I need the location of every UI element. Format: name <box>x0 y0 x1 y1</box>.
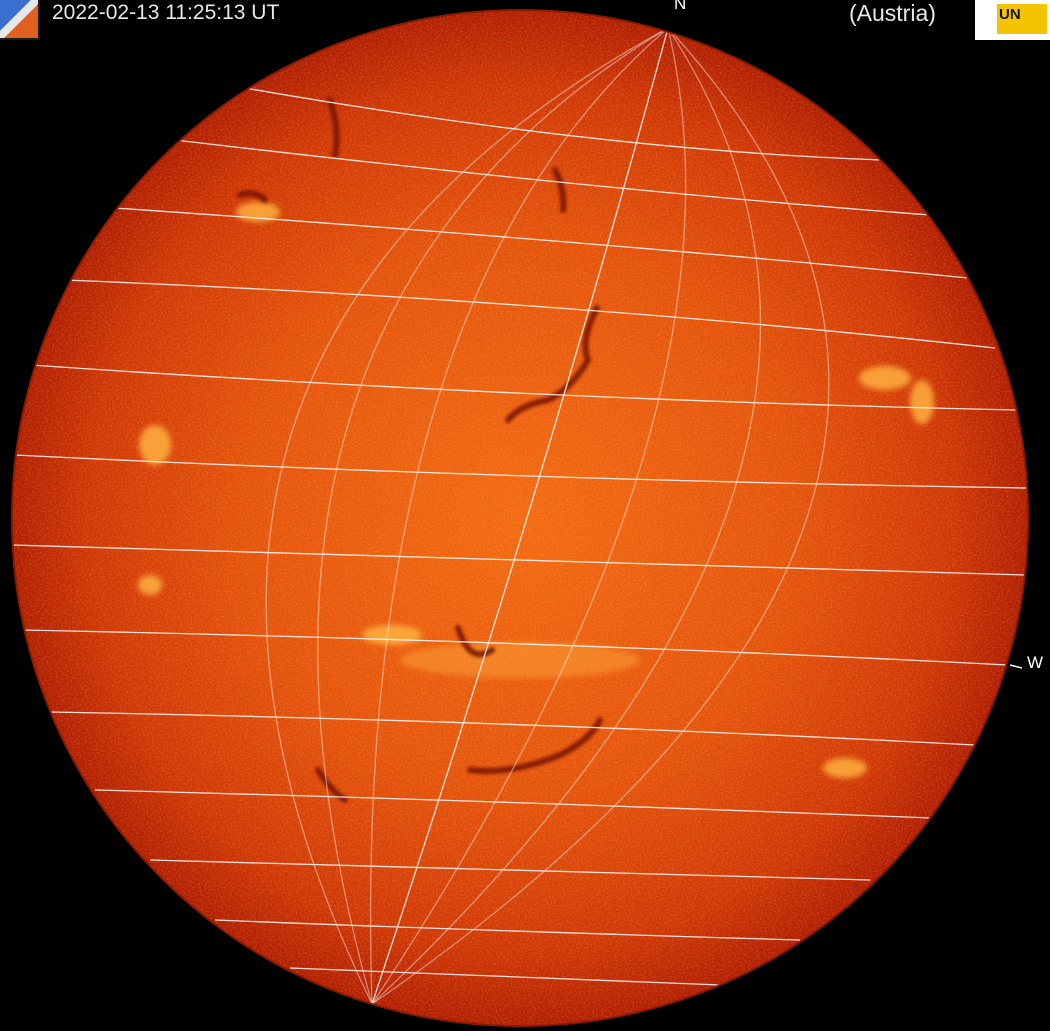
university-logo: UN <box>975 0 1050 40</box>
observatory-location: (Austria) <box>849 0 936 26</box>
solar-limb <box>11 9 1029 1027</box>
observatory-logo <box>0 0 40 40</box>
west-marker: W <box>1027 653 1044 672</box>
heliographic-grid <box>12 27 1028 1005</box>
limb-ticks <box>1009 664 1023 669</box>
observation-timestamp: 2022-02-13 11:25:13 UT <box>52 1 280 24</box>
university-logo-mark: UN <box>997 4 1047 34</box>
filaments <box>237 97 603 803</box>
north-marker: N <box>674 0 687 13</box>
